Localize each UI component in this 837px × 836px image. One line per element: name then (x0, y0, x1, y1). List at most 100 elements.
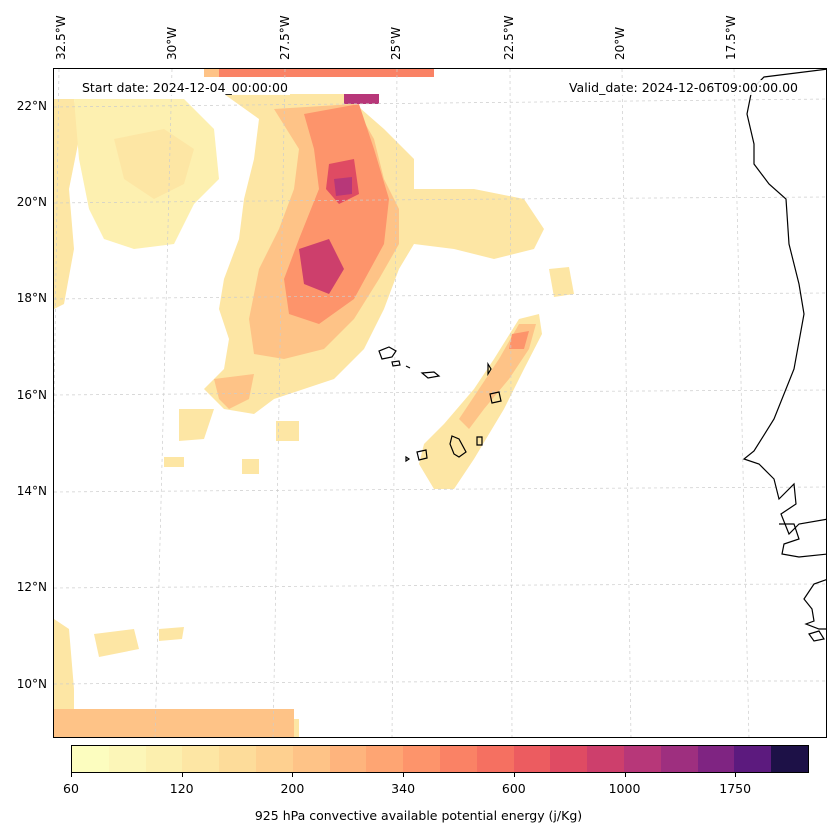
lat-label-22n: 22°N (16, 99, 47, 113)
colorbar-tick-label: 600 (501, 781, 526, 796)
cape-contour-cape-verde-inner (459, 324, 536, 429)
gridlines (54, 69, 826, 737)
gridline-lon-25w (391, 69, 398, 737)
coastline-gambia-guinea-bissau (779, 523, 826, 630)
gridline-lat-20n (54, 196, 826, 204)
island-sao-nicolau (420, 371, 441, 379)
colorbar-segment (734, 746, 772, 772)
colorbar-segment (660, 746, 698, 772)
lon-label-27-5w: 27.5°W (278, 15, 292, 60)
cape-contour-blob-h (159, 627, 184, 641)
gridline-lat-16n (54, 389, 826, 396)
lat-label-18n: 18°N (16, 291, 47, 305)
cape-contour-cape-verde-core (509, 331, 529, 349)
colorbar (71, 745, 809, 773)
colorbar-segment (255, 746, 293, 772)
cape-contour-south-strip-inner (54, 709, 294, 737)
colorbar-tick (735, 773, 737, 777)
colorbar-segment (108, 746, 146, 772)
colorbar-tick (403, 773, 405, 777)
colorbar-tick (71, 773, 72, 777)
valid-date-label: Valid_date: 2024-12-06T09:00:00.00 (566, 80, 800, 95)
gridline-lon-30w (154, 69, 173, 737)
colorbar-segment (476, 746, 514, 772)
cape-contour-west-edge (54, 99, 79, 309)
lon-label-17-5w: 17.5°W (724, 15, 738, 60)
colorbar-segment (292, 746, 330, 772)
lat-label-10n: 10°N (16, 677, 47, 691)
cape-contour-blob-f (549, 267, 574, 297)
colorbar-segment (72, 746, 109, 772)
colorbar-tick-label: 60 (63, 781, 79, 796)
island-boa-vista (489, 391, 502, 404)
lon-label-20w: 20°W (613, 26, 627, 60)
lon-label-30w: 30°W (165, 26, 179, 60)
colorbar-tick-label: 120 (169, 781, 194, 796)
gridline-lon-20w (621, 69, 632, 737)
colorbar-segment (182, 746, 220, 772)
colorbar-segment (513, 746, 551, 772)
lon-label-25w: 25°W (389, 26, 403, 60)
colorbar-segment (145, 746, 183, 772)
cape-contour-top-strip-edge (204, 69, 219, 77)
cape-contour-west-inner (114, 129, 194, 199)
coastline-mauritania-senegal (742, 69, 826, 536)
colorbar-tick (513, 773, 515, 777)
colorbar-tick-label: 340 (391, 781, 416, 796)
cape-contour-blob-e (242, 459, 259, 474)
cape-contour-north-plume-core (299, 239, 344, 294)
cape-contour-blob-a (214, 374, 254, 409)
colorbar-segment (771, 746, 808, 772)
lat-label-20n: 20°N (16, 195, 47, 209)
colorbar-segment (623, 746, 661, 772)
map-panel[interactable]: Start date: 2024-12-04_00:00:00 Valid_da… (53, 68, 827, 738)
colorbar-tick (181, 773, 183, 777)
cape-contour-top-strip (219, 69, 434, 77)
gridline-lat-12n (54, 583, 826, 589)
cape-contour-north-core-3 (334, 177, 352, 196)
colorbar-tick (624, 773, 626, 777)
lat-label-14n: 14°N (16, 484, 47, 498)
cape-contour-north-core-top (344, 94, 379, 104)
cape-contour-blob-g (94, 629, 139, 657)
gridline-lon-17-5w (733, 69, 750, 737)
colorbar-segment (329, 746, 367, 772)
island-sal (487, 361, 492, 377)
colorbar-tick (292, 773, 294, 777)
colorbar-segment (219, 746, 256, 772)
gridline-lat-10n (54, 680, 826, 685)
colorbar-segment (550, 746, 588, 772)
colorbar-segment (587, 746, 624, 772)
cape-contour-blob-b (179, 409, 214, 441)
colorbar-segment (697, 746, 735, 772)
gridline-lat-14n (54, 486, 826, 493)
coastline-bijagos (808, 630, 825, 642)
lon-label-22-5w: 22.5°W (502, 15, 516, 60)
cape-contour-blob-c (276, 421, 299, 441)
african-coastline (742, 69, 826, 642)
cape-contour-blob-d (164, 457, 184, 467)
island-fogo (416, 449, 428, 461)
lat-label-16n: 16°N (16, 388, 47, 402)
gridline-lon-27-5w (272, 69, 286, 737)
start-date-label: Start date: 2024-12-04_00:00:00 (80, 80, 290, 95)
cape-verde-islands (378, 346, 502, 463)
colorbar-tick-label: 1000 (608, 781, 641, 796)
gridline-lon-22-5w (509, 69, 513, 737)
colorbar-tick-label: 1750 (719, 781, 752, 796)
colorbar-tick-label: 200 (280, 781, 305, 796)
colorbar-segment (366, 746, 404, 772)
colorbar-segment (439, 746, 477, 772)
island-santa-luzia (405, 365, 411, 369)
gridline-lat-22n (54, 98, 826, 108)
colorbar-segment (403, 746, 440, 772)
island-maio (476, 436, 483, 446)
cape-field (54, 69, 574, 737)
island-sao-vicente (391, 360, 401, 367)
gridline-lat-18n (54, 292, 826, 300)
cape-map (54, 69, 826, 737)
lat-label-12n: 12°N (16, 580, 47, 594)
island-santiago (449, 435, 467, 458)
island-santo-antao (378, 346, 397, 360)
lon-label-32-5w: 32.5°W (54, 15, 68, 60)
